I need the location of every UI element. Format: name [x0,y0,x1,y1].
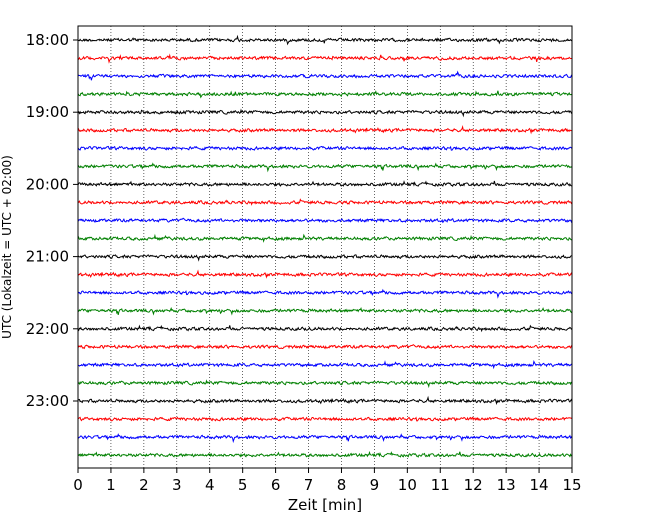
trace-line [77,416,573,422]
x-axis: 0 1 2 3 4 5 6 7 8 9 10 11 12 13 14 15 [73,468,582,494]
x-tick-label: 9 [370,476,380,494]
trace-line [77,108,573,118]
trace-line [77,450,573,458]
plot-background [78,26,572,468]
x-tick-label: 13 [497,476,516,494]
y-axis: 18:00 19:00 20:00 21:00 22:00 23:00 [26,31,78,410]
y-tick-label: 23:00 [26,392,69,410]
y-axis-label: UTC (Lokalzeit = UTC + 02:00) [0,155,14,339]
x-axis-label: Zeit [min] [288,496,362,514]
trace-line [77,90,573,99]
y-tick-label: 19:00 [26,103,69,121]
trace-line [77,198,573,206]
x-tick-label: 15 [562,476,581,494]
x-tick-label: 5 [238,476,248,494]
x-tick-label: 2 [139,476,149,494]
x-tick-label: 8 [337,476,347,494]
trace-line [77,288,573,299]
trace-line [77,217,573,224]
x-tick-label: 11 [431,476,450,494]
trace-line [77,359,573,370]
x-tick-label: 10 [398,476,417,494]
trace-line [77,395,573,406]
trace-line [77,34,573,46]
traces-group [77,34,573,458]
x-tick-label: 1 [106,476,116,494]
trace-line [77,145,573,151]
trace-line [77,125,573,135]
x-tick-label: 7 [304,476,314,494]
y-tick-label: 21:00 [26,248,69,266]
plot-frame [77,25,573,469]
x-tick-label: 14 [530,476,549,494]
trace-line [77,269,573,279]
trace-line [77,254,573,262]
trace-line [77,433,573,444]
trace-line [77,70,573,81]
x-tick-label: 4 [205,476,215,494]
trace-line [77,180,573,188]
y-tick-label: 22:00 [26,320,69,338]
trace-line [77,379,573,389]
y-tick-label: 20:00 [26,175,69,193]
trace-line [77,233,573,243]
x-tick-label: 3 [172,476,182,494]
y-tick-label: 18:00 [26,31,69,49]
trace-line [77,344,573,350]
trace-line [77,324,573,333]
trace-line [77,306,573,316]
x-tick-label: 12 [464,476,483,494]
trace-line [77,162,573,173]
x-tick-label: 0 [73,476,83,494]
trace-line [77,53,573,64]
x-tick-label: 6 [271,476,281,494]
